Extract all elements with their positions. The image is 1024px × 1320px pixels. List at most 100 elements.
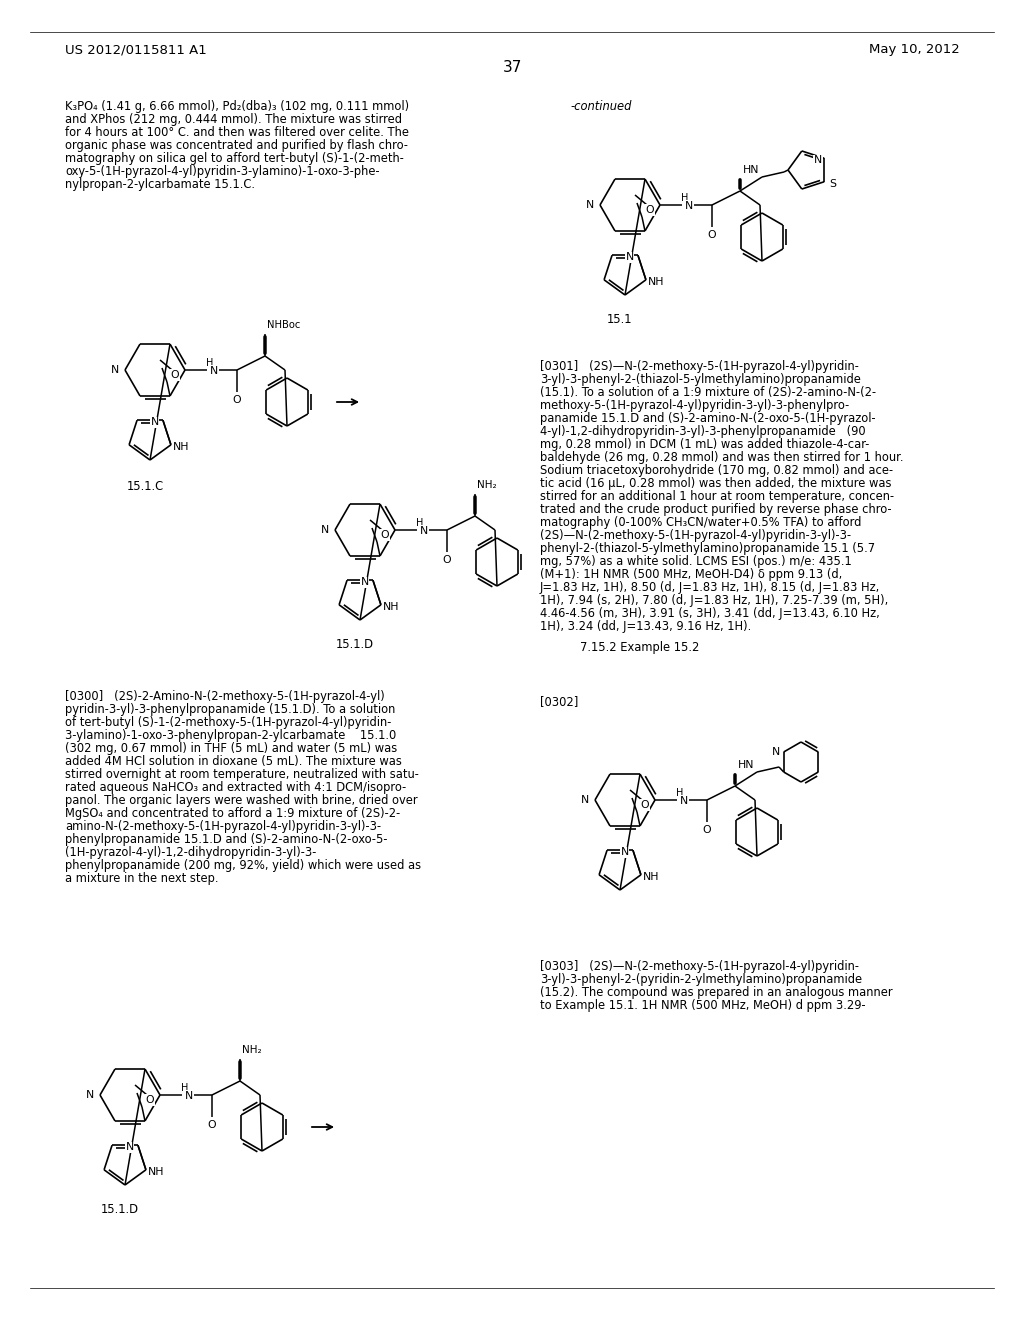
Text: NH₂: NH₂ bbox=[477, 480, 497, 490]
Text: NH₂: NH₂ bbox=[242, 1045, 261, 1055]
Text: panamide 15.1.D and (S)-2-amino-N-(2-oxo-5-(1H-pyrazol-: panamide 15.1.D and (S)-2-amino-N-(2-oxo… bbox=[540, 412, 876, 425]
Text: methoxy-5-(1H-pyrazol-4-yl)pyridin-3-yl)-3-phenylpro-: methoxy-5-(1H-pyrazol-4-yl)pyridin-3-yl)… bbox=[540, 399, 849, 412]
Text: (15.2). The compound was prepared in an analogous manner: (15.2). The compound was prepared in an … bbox=[540, 986, 893, 999]
Text: 15.1: 15.1 bbox=[607, 313, 633, 326]
Text: N: N bbox=[814, 156, 822, 165]
Text: 1H), 3.24 (dd, J=13.43, 9.16 Hz, 1H).: 1H), 3.24 (dd, J=13.43, 9.16 Hz, 1H). bbox=[540, 620, 752, 634]
Text: (302 mg, 0.67 mmol) in THF (5 mL) and water (5 mL) was: (302 mg, 0.67 mmol) in THF (5 mL) and wa… bbox=[65, 742, 397, 755]
Text: panol. The organic layers were washed with brine, dried over: panol. The organic layers were washed wi… bbox=[65, 795, 418, 807]
Text: stirred overnight at room temperature, neutralized with satu-: stirred overnight at room temperature, n… bbox=[65, 768, 419, 781]
Text: rated aqueous NaHCO₃ and extracted with 4:1 DCM/isopro-: rated aqueous NaHCO₃ and extracted with … bbox=[65, 781, 407, 795]
Text: stirred for an additional 1 hour at room temperature, concen-: stirred for an additional 1 hour at room… bbox=[540, 490, 894, 503]
Text: N: N bbox=[151, 417, 159, 428]
Text: NH: NH bbox=[383, 602, 399, 611]
Text: O: O bbox=[646, 205, 654, 215]
Text: N: N bbox=[685, 201, 693, 211]
Text: -continued: -continued bbox=[570, 100, 632, 114]
Text: [0300]   (2S)-2-Amino-N-(2-methoxy-5-(1H-pyrazol-4-yl): [0300] (2S)-2-Amino-N-(2-methoxy-5-(1H-p… bbox=[65, 690, 385, 704]
Text: baldehyde (26 mg, 0.28 mmol) and was then stirred for 1 hour.: baldehyde (26 mg, 0.28 mmol) and was the… bbox=[540, 451, 903, 465]
Text: NH: NH bbox=[643, 871, 659, 882]
Text: phenylpropanamide (200 mg, 92%, yield) which were used as: phenylpropanamide (200 mg, 92%, yield) w… bbox=[65, 859, 421, 873]
Text: phenylpropanamide 15.1.D and (S)-2-amino-N-(2-oxo-5-: phenylpropanamide 15.1.D and (S)-2-amino… bbox=[65, 833, 387, 846]
Text: for 4 hours at 100° C. and then was filtered over celite. The: for 4 hours at 100° C. and then was filt… bbox=[65, 125, 409, 139]
Text: O: O bbox=[145, 1096, 155, 1105]
Text: 3-ylamino)-1-oxo-3-phenylpropan-2-ylcarbamate    15.1.0: 3-ylamino)-1-oxo-3-phenylpropan-2-ylcarb… bbox=[65, 729, 396, 742]
Text: matography on silica gel to afford tert-butyl (S)-1-(2-meth-: matography on silica gel to afford tert-… bbox=[65, 152, 403, 165]
Text: H: H bbox=[417, 517, 424, 528]
Text: N: N bbox=[185, 1092, 194, 1101]
Text: O: O bbox=[641, 800, 649, 810]
Text: O: O bbox=[702, 825, 712, 836]
Text: N: N bbox=[360, 577, 369, 587]
Text: organic phase was concentrated and purified by flash chro-: organic phase was concentrated and purif… bbox=[65, 139, 408, 152]
Text: N: N bbox=[586, 201, 594, 210]
Text: N: N bbox=[321, 525, 329, 535]
Text: Sodium triacetoxyborohydride (170 mg, 0.82 mmol) and ace-: Sodium triacetoxyborohydride (170 mg, 0.… bbox=[540, 465, 893, 477]
Text: N: N bbox=[626, 252, 634, 263]
Text: O: O bbox=[171, 370, 179, 380]
Text: O: O bbox=[208, 1119, 216, 1130]
Text: trated and the crude product purified by reverse phase chro-: trated and the crude product purified by… bbox=[540, 503, 892, 516]
Text: N: N bbox=[420, 525, 428, 536]
Text: N: N bbox=[581, 795, 589, 805]
Text: pyridin-3-yl)-3-phenylpropanamide (15.1.D). To a solution: pyridin-3-yl)-3-phenylpropanamide (15.1.… bbox=[65, 704, 395, 715]
Text: N: N bbox=[680, 796, 688, 807]
Text: H: H bbox=[181, 1082, 188, 1093]
Text: N: N bbox=[771, 747, 779, 756]
Text: NH: NH bbox=[173, 442, 189, 451]
Text: HN: HN bbox=[737, 760, 754, 770]
Text: and XPhos (212 mg, 0.444 mmol). The mixture was stirred: and XPhos (212 mg, 0.444 mmol). The mixt… bbox=[65, 114, 402, 125]
Text: 15.1.D: 15.1.D bbox=[101, 1203, 139, 1216]
Text: O: O bbox=[381, 531, 389, 540]
Text: US 2012/0115811 A1: US 2012/0115811 A1 bbox=[65, 44, 207, 57]
Text: 15.1.D: 15.1.D bbox=[336, 638, 374, 651]
Text: oxy-5-(1H-pyrazol-4-yl)pyridin-3-ylamino)-1-oxo-3-phe-: oxy-5-(1H-pyrazol-4-yl)pyridin-3-ylamino… bbox=[65, 165, 380, 178]
Text: N: N bbox=[126, 1142, 134, 1152]
Text: N: N bbox=[111, 366, 119, 375]
Text: a mixture in the next step.: a mixture in the next step. bbox=[65, 873, 218, 884]
Text: 15.1.C: 15.1.C bbox=[126, 480, 164, 492]
Text: to Example 15.1. 1H NMR (500 MHz, MeOH) d ppm 3.29-: to Example 15.1. 1H NMR (500 MHz, MeOH) … bbox=[540, 999, 865, 1012]
Text: O: O bbox=[708, 230, 717, 240]
Text: May 10, 2012: May 10, 2012 bbox=[869, 44, 961, 57]
Text: [0301]   (2S)—N-(2-methoxy-5-(1H-pyrazol-4-yl)pyridin-: [0301] (2S)—N-(2-methoxy-5-(1H-pyrazol-4… bbox=[540, 360, 859, 374]
Text: 3-yl)-3-phenyl-2-(pyridin-2-ylmethylamino)propanamide: 3-yl)-3-phenyl-2-(pyridin-2-ylmethylamin… bbox=[540, 973, 862, 986]
Text: O: O bbox=[442, 554, 452, 565]
Text: mg, 57%) as a white solid. LCMS ESI (pos.) m/e: 435.1: mg, 57%) as a white solid. LCMS ESI (pos… bbox=[540, 554, 852, 568]
Text: 7.15.2 Example 15.2: 7.15.2 Example 15.2 bbox=[581, 642, 699, 653]
Text: amino-N-(2-methoxy-5-(1H-pyrazol-4-yl)pyridin-3-yl)-3-: amino-N-(2-methoxy-5-(1H-pyrazol-4-yl)py… bbox=[65, 820, 381, 833]
Text: added 4M HCl solution in dioxane (5 mL). The mixture was: added 4M HCl solution in dioxane (5 mL).… bbox=[65, 755, 401, 768]
Text: NH: NH bbox=[648, 277, 665, 286]
Text: NHBoc: NHBoc bbox=[267, 319, 300, 330]
Text: MgSO₄ and concentrated to afford a 1:9 mixture of (2S)-2-: MgSO₄ and concentrated to afford a 1:9 m… bbox=[65, 807, 400, 820]
Text: S: S bbox=[829, 178, 837, 189]
Text: H: H bbox=[681, 193, 689, 203]
Text: phenyl-2-(thiazol-5-ylmethylamino)propanamide 15.1 (5.7: phenyl-2-(thiazol-5-ylmethylamino)propan… bbox=[540, 543, 876, 554]
Text: N: N bbox=[210, 366, 218, 376]
Text: 4.46-4.56 (m, 3H), 3.91 (s, 3H), 3.41 (dd, J=13.43, 6.10 Hz,: 4.46-4.56 (m, 3H), 3.91 (s, 3H), 3.41 (d… bbox=[540, 607, 880, 620]
Text: 1H), 7.94 (s, 2H), 7.80 (d, J=1.83 Hz, 1H), 7.25-7.39 (m, 5H),: 1H), 7.94 (s, 2H), 7.80 (d, J=1.83 Hz, 1… bbox=[540, 594, 888, 607]
Text: (1H-pyrazol-4-yl)-1,2-dihydropyridin-3-yl)-3-: (1H-pyrazol-4-yl)-1,2-dihydropyridin-3-y… bbox=[65, 846, 316, 859]
Text: tic acid (16 μL, 0.28 mmol) was then added, the mixture was: tic acid (16 μL, 0.28 mmol) was then add… bbox=[540, 477, 892, 490]
Text: [0302]: [0302] bbox=[540, 696, 579, 708]
Text: O: O bbox=[232, 395, 242, 405]
Text: 37: 37 bbox=[503, 61, 521, 75]
Text: (2S)—N-(2-methoxy-5-(1H-pyrazol-4-yl)pyridin-3-yl)-3-: (2S)—N-(2-methoxy-5-(1H-pyrazol-4-yl)pyr… bbox=[540, 529, 851, 543]
Text: H: H bbox=[676, 788, 684, 799]
Text: N: N bbox=[86, 1090, 94, 1100]
Text: H: H bbox=[206, 358, 214, 368]
Text: 4-yl)-1,2-dihydropyridin-3-yl)-3-phenylpropanamide   (90: 4-yl)-1,2-dihydropyridin-3-yl)-3-phenylp… bbox=[540, 425, 865, 438]
Text: mg, 0.28 mmol) in DCM (1 mL) was added thiazole-4-car-: mg, 0.28 mmol) in DCM (1 mL) was added t… bbox=[540, 438, 869, 451]
Text: (15.1). To a solution of a 1:9 mixture of (2S)-2-amino-N-(2-: (15.1). To a solution of a 1:9 mixture o… bbox=[540, 385, 877, 399]
Text: NH: NH bbox=[147, 1167, 165, 1177]
Text: K₃PO₄ (1.41 g, 6.66 mmol), Pd₂(dba)₃ (102 mg, 0.111 mmol): K₃PO₄ (1.41 g, 6.66 mmol), Pd₂(dba)₃ (10… bbox=[65, 100, 410, 114]
Text: of tert-butyl (S)-1-(2-methoxy-5-(1H-pyrazol-4-yl)pyridin-: of tert-butyl (S)-1-(2-methoxy-5-(1H-pyr… bbox=[65, 715, 391, 729]
Text: HN: HN bbox=[742, 165, 759, 176]
Text: [0303]   (2S)—N-(2-methoxy-5-(1H-pyrazol-4-yl)pyridin-: [0303] (2S)—N-(2-methoxy-5-(1H-pyrazol-4… bbox=[540, 960, 859, 973]
Text: J=1.83 Hz, 1H), 8.50 (d, J=1.83 Hz, 1H), 8.15 (d, J=1.83 Hz,: J=1.83 Hz, 1H), 8.50 (d, J=1.83 Hz, 1H),… bbox=[540, 581, 881, 594]
Text: (M+1): 1H NMR (500 MHz, MeOH-D4) δ ppm 9.13 (d,: (M+1): 1H NMR (500 MHz, MeOH-D4) δ ppm 9… bbox=[540, 568, 843, 581]
Text: nylpropan-2-ylcarbamate 15.1.C.: nylpropan-2-ylcarbamate 15.1.C. bbox=[65, 178, 255, 191]
Text: matography (0-100% CH₃CN/water+0.5% TFA) to afford: matography (0-100% CH₃CN/water+0.5% TFA)… bbox=[540, 516, 861, 529]
Text: N: N bbox=[621, 847, 629, 857]
Text: 3-yl)-3-phenyl-2-(thiazol-5-ylmethylamino)propanamide: 3-yl)-3-phenyl-2-(thiazol-5-ylmethylamin… bbox=[540, 374, 861, 385]
